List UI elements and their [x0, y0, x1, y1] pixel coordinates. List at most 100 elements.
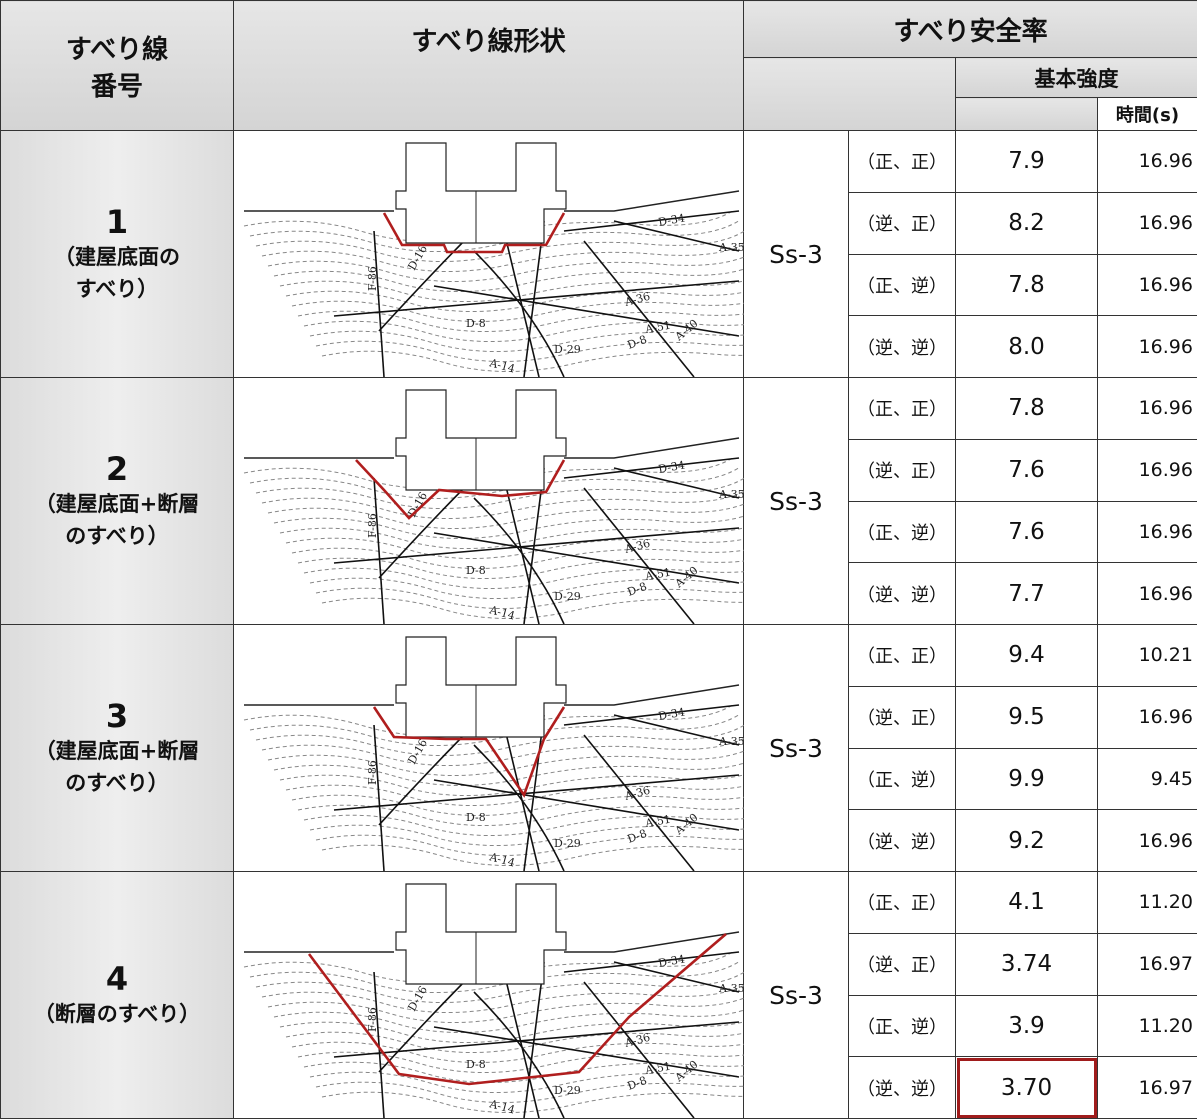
- header-text: 番号: [1, 66, 233, 103]
- fault-label: F-86: [366, 760, 379, 785]
- stratum: [322, 834, 744, 866]
- slip-desc: （断層のすべり）: [1, 998, 233, 1030]
- fault-label: F-86: [366, 513, 379, 538]
- fault-line: [564, 211, 739, 231]
- stratum: [286, 1021, 744, 1053]
- fault-label: A-14: [487, 356, 516, 375]
- slip-desc: （建屋底面の: [1, 241, 233, 273]
- fault-label: A-35: [718, 982, 744, 995]
- building: [396, 143, 566, 243]
- phase-cell: （逆、逆）: [849, 1057, 956, 1119]
- stratum: [286, 527, 744, 559]
- factor-cell: 9.4: [956, 625, 1098, 687]
- fault-label: A-35: [718, 735, 744, 748]
- fault-label: D-29: [554, 837, 581, 850]
- fault-label: D-8: [626, 1074, 649, 1093]
- time-cell: 10.21: [1098, 625, 1197, 687]
- phase-cell: （逆、逆）: [849, 810, 956, 872]
- stratum: [322, 340, 744, 372]
- factor-cell: 3.74: [956, 933, 1098, 995]
- phase-cell: （逆、正）: [849, 933, 956, 995]
- slip-no-cell: 3（建屋底面+断層のすべり）: [1, 625, 234, 872]
- fault-label: A-14: [487, 1097, 516, 1116]
- header-slip-no: すべり線番号: [1, 1, 234, 131]
- fault-line: [334, 281, 739, 316]
- time-cell: 11.20: [1098, 872, 1197, 934]
- factor-cell: 3.9: [956, 995, 1098, 1057]
- fault-label: A-14: [487, 850, 516, 869]
- fault-label: D-8: [466, 564, 486, 577]
- stratum: [292, 290, 744, 322]
- factor-cell: 7.9: [956, 131, 1098, 193]
- stratum: [280, 1011, 744, 1043]
- slip-desc: （建屋底面+断層: [1, 735, 233, 767]
- fault-label: D-16: [405, 490, 430, 520]
- factor-cell: 4.1: [956, 872, 1098, 934]
- wave-cell: Ss-3: [744, 131, 849, 378]
- slip-no-cell: 1（建屋底面のすべり）: [1, 131, 234, 378]
- header-shape: すべり線形状: [234, 1, 744, 131]
- phase-cell: （正、正）: [849, 872, 956, 934]
- slip-desc: すべり）: [1, 273, 233, 305]
- fault-line: [564, 952, 739, 972]
- slip-no: 2: [1, 450, 233, 488]
- fault-line: [374, 725, 384, 871]
- fault-line: [584, 241, 694, 377]
- stratum: [292, 537, 744, 569]
- fault-label: A-40: [672, 1058, 701, 1085]
- stratum: [322, 587, 744, 619]
- fault-line: [474, 745, 564, 871]
- fault-label: D-29: [554, 1084, 581, 1097]
- time-cell: 16.96: [1098, 686, 1197, 748]
- time-cell: 11.20: [1098, 995, 1197, 1057]
- fault-line: [374, 972, 384, 1118]
- factor-cell: 7.6: [956, 439, 1098, 501]
- fault-label: D-8: [626, 580, 649, 599]
- wave-cell: Ss-3: [744, 625, 849, 872]
- phase-cell: （正、正）: [849, 378, 956, 440]
- fault-line: [584, 488, 694, 624]
- fault-label: D-16: [405, 243, 430, 273]
- building: [396, 637, 566, 737]
- slip-no-cell: 4（断層のすべり）: [1, 872, 234, 1119]
- factor-cell: 7.8: [956, 254, 1098, 316]
- fault-line: [474, 992, 564, 1118]
- time-cell: 16.96: [1098, 316, 1197, 378]
- slip-no: 3: [1, 697, 233, 735]
- phase-cell: （正、正）: [849, 625, 956, 687]
- wave-cell: Ss-3: [744, 378, 849, 625]
- header-blank: [744, 58, 956, 131]
- stratum: [286, 280, 744, 312]
- fault-line: [474, 251, 564, 377]
- time-cell: 16.96: [1098, 131, 1197, 193]
- factor-cell: 8.0: [956, 316, 1098, 378]
- fault-label: D-8: [626, 827, 649, 846]
- fault-label: A-35: [718, 488, 744, 501]
- fault-label: A-35: [718, 241, 744, 254]
- fault-label: D-8: [626, 333, 649, 352]
- fault-line: [474, 498, 564, 624]
- slip-no-cell: 2（建屋底面+断層のすべり）: [1, 378, 234, 625]
- stratum: [292, 784, 744, 816]
- wave-cell: Ss-3: [744, 872, 849, 1119]
- header-time: 時間(s): [1098, 98, 1197, 131]
- fault-label: F-86: [366, 1007, 379, 1032]
- building: [396, 884, 566, 984]
- fault-label: D-34: [657, 212, 686, 229]
- fault-line: [584, 735, 694, 871]
- factor-cell: 7.8: [956, 378, 1098, 440]
- header-text: すべり線: [1, 29, 233, 66]
- fault-label: A-40: [672, 564, 701, 591]
- fault-label: D-8: [466, 811, 486, 824]
- time-cell: 16.96: [1098, 563, 1197, 625]
